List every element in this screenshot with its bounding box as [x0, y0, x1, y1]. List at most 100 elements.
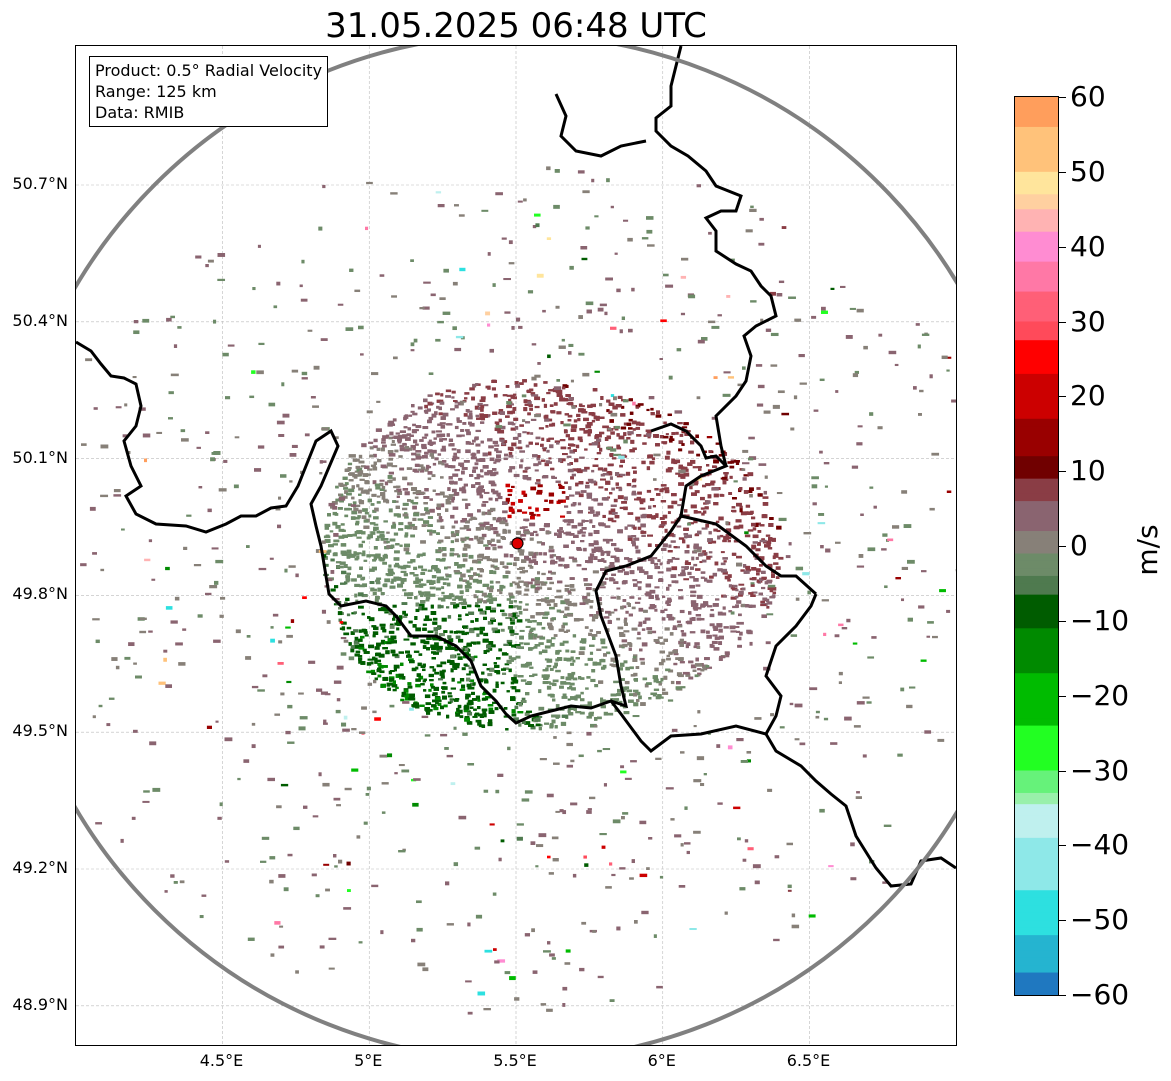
velocity-bin	[632, 542, 636, 547]
velocity-bin	[389, 585, 396, 589]
velocity-bin	[550, 410, 556, 414]
velocity-bin	[693, 520, 698, 524]
velocity-bin	[412, 423, 416, 427]
velocity-bin	[361, 612, 365, 616]
velocity-bin	[549, 599, 554, 602]
velocity-bin	[762, 597, 768, 601]
velocity-bin	[392, 523, 397, 527]
velocity-bin	[465, 505, 469, 510]
velocity-bin	[739, 487, 743, 491]
velocity-bin	[444, 566, 448, 570]
velocity-bin	[517, 509, 522, 513]
velocity-bin	[480, 396, 486, 400]
velocity-bin	[590, 678, 596, 683]
velocity-bin	[609, 577, 614, 582]
velocity-bin	[522, 570, 528, 573]
velocity-bin	[494, 421, 498, 424]
velocity-bin	[520, 459, 524, 463]
velocity-bin	[356, 484, 360, 488]
velocity-bin	[647, 575, 653, 579]
velocity-bin	[472, 469, 476, 473]
velocity-bin	[635, 516, 641, 521]
velocity-bin	[593, 541, 599, 546]
velocity-bin	[328, 544, 334, 548]
velocity-bin	[529, 675, 535, 678]
velocity-bin	[380, 492, 386, 496]
velocity-bin	[581, 411, 588, 414]
velocity-bin	[392, 680, 396, 685]
velocity-bin	[659, 650, 666, 654]
velocity-bin	[536, 514, 541, 517]
velocity-bin	[575, 711, 582, 714]
velocity-bin	[622, 605, 627, 609]
velocity-bin	[348, 642, 352, 646]
velocity-bin	[729, 465, 735, 469]
velocity-bin	[602, 514, 606, 519]
velocity-bin	[338, 482, 344, 486]
velocity-bin	[653, 639, 660, 642]
velocity-bin	[474, 436, 479, 440]
velocity-bin	[544, 597, 550, 600]
velocity-bin	[465, 520, 470, 524]
velocity-bin	[555, 480, 561, 483]
velocity-bin	[482, 711, 487, 715]
velocity-bin	[352, 501, 357, 504]
velocity-bin	[371, 625, 377, 628]
velocity-bin	[519, 526, 526, 529]
velocity-bin	[357, 655, 363, 658]
velocity-bin	[449, 443, 455, 447]
velocity-bin	[534, 482, 541, 485]
velocity-bin	[643, 571, 649, 575]
velocity-bin	[636, 421, 641, 426]
velocity-bin	[437, 597, 441, 601]
velocity-bin	[705, 483, 711, 487]
velocity-bin	[427, 471, 433, 475]
velocity-bin	[519, 382, 524, 385]
velocity-bin	[571, 706, 576, 710]
velocity-bin	[530, 725, 536, 730]
velocity-bin	[458, 462, 464, 466]
velocity-bin	[732, 510, 737, 513]
velocity-bin	[682, 539, 686, 544]
velocity-bin	[588, 506, 594, 511]
velocity-bin	[542, 448, 546, 452]
velocity-bin	[736, 502, 742, 507]
velocity-bin	[442, 460, 447, 463]
velocity-bin	[423, 520, 430, 524]
velocity-bin	[650, 412, 655, 416]
velocity-bin	[440, 661, 447, 665]
velocity-bin	[563, 630, 569, 633]
velocity-bin	[678, 473, 685, 478]
velocity-bin	[629, 643, 633, 647]
velocity-bin	[500, 437, 505, 441]
velocity-bin	[529, 628, 534, 633]
velocity-bin	[570, 428, 577, 432]
velocity-bin	[490, 585, 494, 590]
velocity-bin	[358, 493, 362, 496]
velocity-bin	[402, 589, 407, 592]
velocity-bin	[713, 493, 719, 498]
velocity-bin	[349, 472, 355, 476]
velocity-bin	[492, 440, 499, 445]
velocity-bin	[564, 613, 568, 617]
velocity-bin	[371, 493, 377, 497]
velocity-bin	[538, 642, 544, 645]
velocity-bin	[629, 449, 635, 453]
velocity-bin	[464, 716, 470, 720]
velocity-bin	[335, 498, 340, 502]
velocity-bin	[603, 581, 607, 585]
velocity-bin	[560, 721, 567, 726]
velocity-bin	[573, 602, 578, 607]
velocity-bin	[665, 668, 671, 672]
velocity-bin	[735, 589, 739, 592]
velocity-bin	[631, 420, 637, 425]
velocity-bin	[464, 652, 470, 656]
velocity-bin	[570, 696, 575, 700]
velocity-bin	[470, 682, 475, 687]
velocity-bin	[761, 614, 768, 619]
radar-map[interactable]	[75, 45, 957, 1046]
velocity-bin	[665, 468, 672, 473]
velocity-bin	[579, 602, 586, 606]
velocity-bin	[481, 511, 486, 516]
velocity-bin	[408, 620, 413, 624]
